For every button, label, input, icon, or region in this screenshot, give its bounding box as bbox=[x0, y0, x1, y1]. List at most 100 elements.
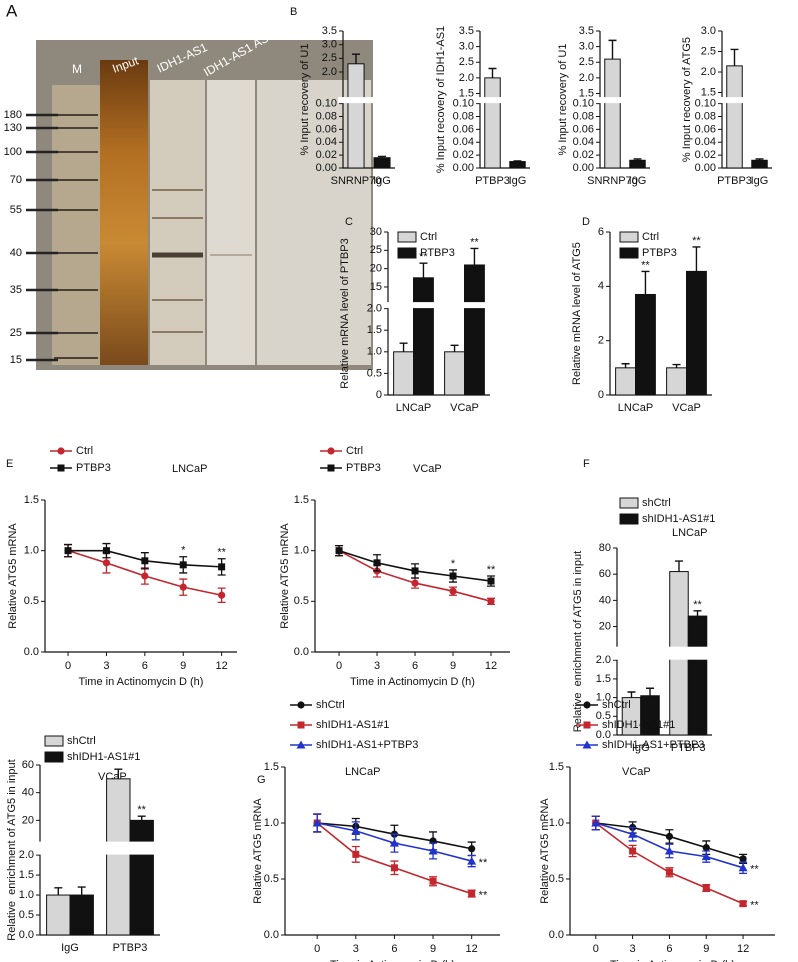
marker bbox=[739, 900, 747, 908]
y-tick-label: 0.0 bbox=[264, 929, 279, 941]
marker bbox=[487, 577, 495, 585]
y-tick-label: 1.0 bbox=[549, 817, 564, 829]
x-tick-label: 9 bbox=[450, 660, 456, 672]
bar bbox=[373, 157, 391, 169]
y-tick-label: 1.5 bbox=[701, 86, 716, 98]
marker bbox=[327, 464, 335, 472]
legend-label: Ctrl bbox=[642, 231, 659, 243]
chart-label: VCaP bbox=[413, 463, 442, 475]
marker bbox=[664, 846, 674, 855]
marker bbox=[390, 864, 398, 872]
x-tick-label: 6 bbox=[142, 660, 148, 672]
error-bar bbox=[755, 158, 764, 161]
bar bbox=[666, 367, 687, 396]
bar bbox=[393, 351, 414, 396]
error-bar bbox=[378, 155, 386, 158]
y-tick-label: 1.0 bbox=[24, 545, 39, 557]
significance-mark: ** bbox=[217, 547, 226, 559]
error-bar bbox=[419, 262, 428, 278]
marker bbox=[583, 721, 591, 729]
y-tick-label: 2.0 bbox=[322, 66, 337, 78]
y-tick-label: 40 bbox=[22, 787, 34, 799]
legend-label: shIDH1-AS1+PTBP3 bbox=[316, 739, 418, 751]
error-bar bbox=[450, 344, 459, 352]
error-bar bbox=[77, 886, 86, 896]
bar bbox=[69, 894, 94, 936]
bar bbox=[464, 264, 485, 396]
marker bbox=[102, 547, 110, 555]
error-bar bbox=[352, 53, 360, 64]
marker bbox=[218, 591, 226, 599]
marker bbox=[583, 701, 591, 709]
y-tick-label: 0.10 bbox=[695, 98, 716, 110]
significance-mark: ** bbox=[470, 236, 479, 248]
y-axis-label: % Input recovery of IDH1-AS1 bbox=[435, 26, 447, 173]
marker-size-label: 15 bbox=[10, 354, 22, 366]
y-tick-label: 0.02 bbox=[695, 149, 716, 161]
marker bbox=[57, 464, 65, 472]
y-axis-label: Relative ATG5 mRNA bbox=[279, 523, 291, 629]
x-tick-label: 3 bbox=[374, 660, 380, 672]
x-tick-label: 0 bbox=[593, 943, 599, 955]
y-tick-label: 2.5 bbox=[579, 56, 594, 68]
x-axis-label: Time in Actinomycin D (h) bbox=[350, 676, 475, 688]
x-tick-label: LNCaP bbox=[396, 402, 431, 414]
legend-swatch bbox=[619, 513, 639, 525]
legend-label: shCtrl bbox=[602, 699, 631, 711]
marker-size-label: 55 bbox=[10, 204, 22, 216]
y-axis-label: % Input recovery of U1 bbox=[557, 44, 569, 156]
marker bbox=[739, 855, 747, 863]
marker bbox=[665, 832, 674, 841]
y-tick-label: 60 bbox=[599, 568, 611, 580]
bar bbox=[347, 63, 365, 169]
marker bbox=[411, 579, 419, 587]
x-tick-label: SNRNP70 bbox=[587, 175, 638, 187]
significance-mark: ** bbox=[419, 251, 428, 263]
y-tick-label: 0.02 bbox=[453, 149, 474, 161]
y-tick-label: 1.5 bbox=[579, 87, 594, 99]
marker-size-label: 100 bbox=[4, 146, 22, 158]
y-tick-label: 0.04 bbox=[453, 136, 474, 148]
marker bbox=[296, 740, 306, 749]
y-tick-label: 0.5 bbox=[264, 873, 279, 885]
marker-size-label: 70 bbox=[10, 174, 22, 186]
y-tick-label: 60 bbox=[22, 759, 34, 771]
bar bbox=[129, 819, 154, 936]
bar bbox=[444, 351, 465, 396]
y-tick-label: 0.00 bbox=[453, 162, 474, 174]
input-lane bbox=[100, 60, 148, 365]
bar bbox=[751, 159, 768, 169]
error-bar bbox=[627, 691, 636, 698]
x-tick-label: SNRNP70 bbox=[331, 175, 382, 187]
x-tick-label: PTBP3 bbox=[717, 175, 752, 187]
marker-size-label: 35 bbox=[10, 284, 22, 296]
y-tick-label: 1.0 bbox=[367, 346, 382, 358]
marker bbox=[702, 844, 710, 852]
bar bbox=[629, 159, 646, 169]
axis-break bbox=[475, 97, 530, 104]
significance-mark: * bbox=[451, 558, 456, 570]
bar bbox=[604, 58, 621, 169]
y-tick-label: 1.0 bbox=[19, 889, 34, 901]
marker bbox=[629, 847, 637, 855]
marker bbox=[702, 884, 710, 892]
legend-label: shCtrl bbox=[67, 735, 96, 747]
x-tick-label: IgG bbox=[373, 175, 391, 187]
x-tick-label: 12 bbox=[466, 943, 478, 955]
legend-label: shIDH1-AS1#1 bbox=[67, 751, 140, 763]
significance-mark: ** bbox=[750, 900, 759, 912]
marker bbox=[591, 818, 601, 827]
x-tick-label: IgG bbox=[509, 175, 527, 187]
y-tick-label: 0.08 bbox=[695, 110, 716, 122]
marker bbox=[487, 597, 495, 605]
significance-mark: ** bbox=[641, 259, 650, 271]
axis-break bbox=[338, 97, 395, 104]
y-tick-label: 6 bbox=[598, 226, 604, 238]
axis-break bbox=[35, 841, 160, 855]
significance-mark: ** bbox=[750, 864, 759, 876]
bar bbox=[413, 277, 434, 396]
axis-break bbox=[612, 646, 712, 660]
x-tick-label: 3 bbox=[103, 660, 109, 672]
y-tick-label: 0.02 bbox=[573, 149, 594, 161]
y-tick-label: 0.0 bbox=[24, 646, 39, 658]
